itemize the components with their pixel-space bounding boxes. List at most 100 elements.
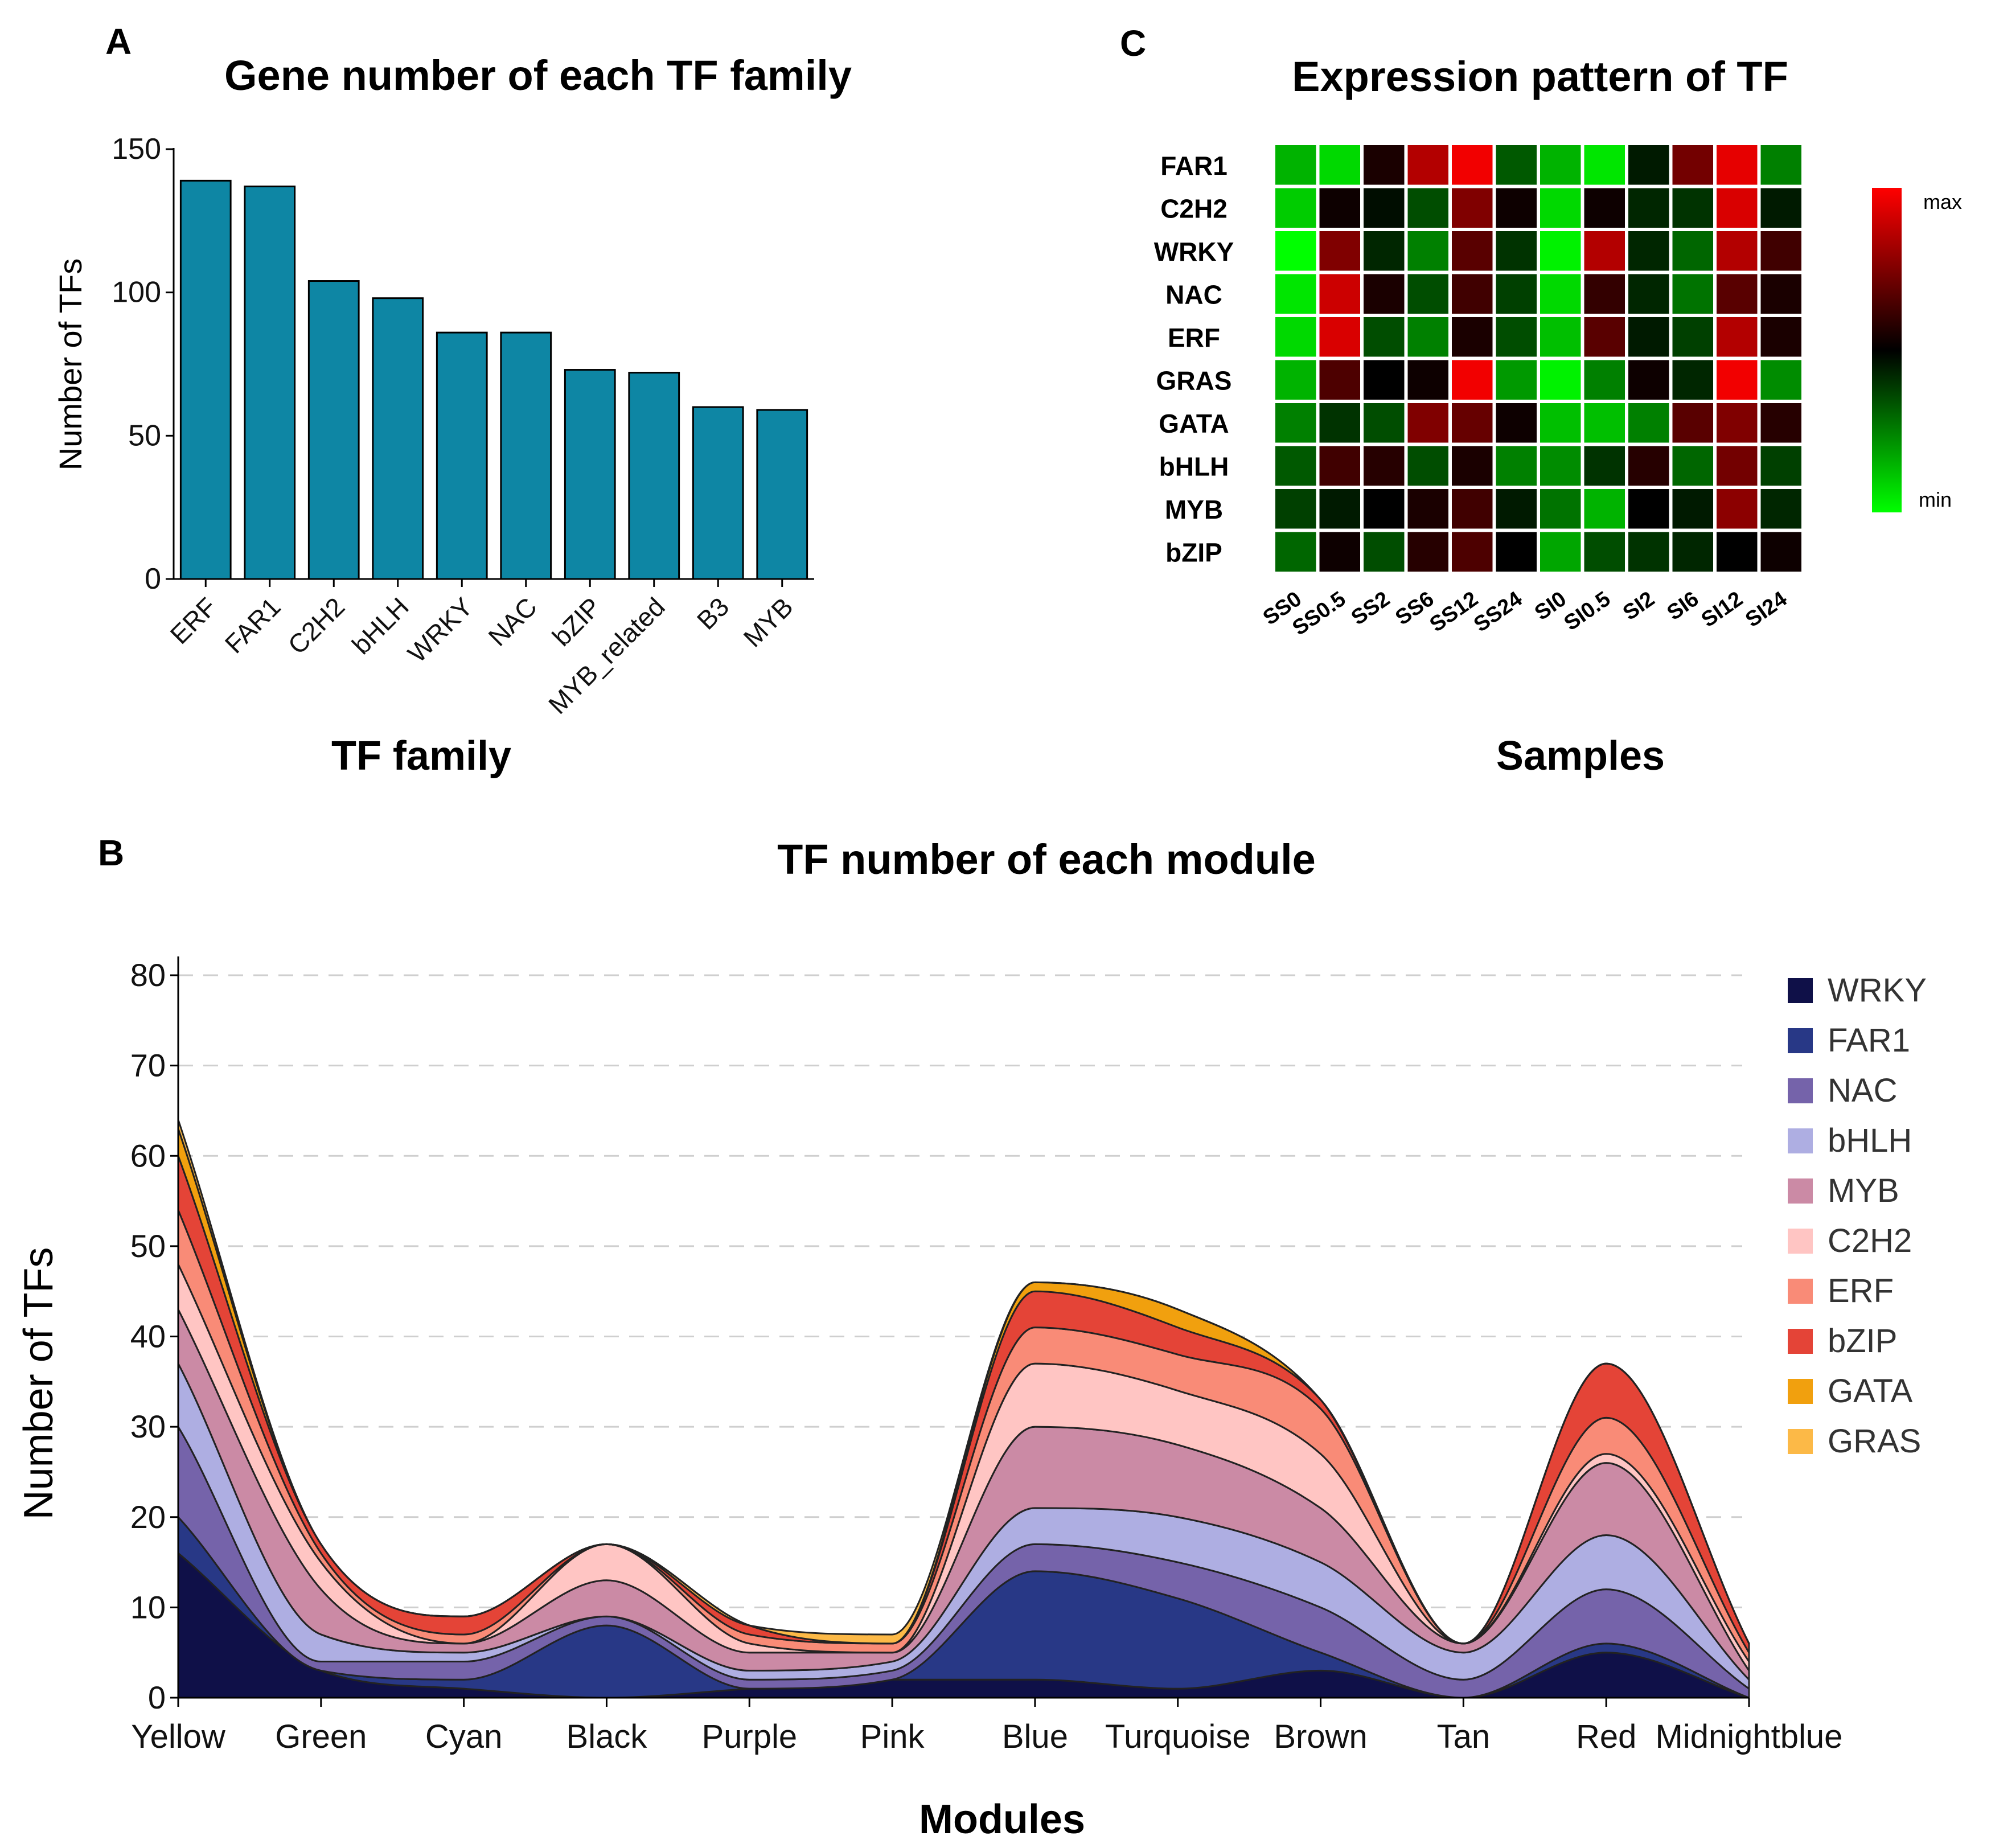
panel-a-letter: A [105, 21, 132, 62]
heatmap-row-label: bZIP [1165, 537, 1222, 567]
heatmap-cell-FAR1-SI0 [1540, 145, 1581, 185]
heatmap-cell-bHLH-SI0 [1540, 446, 1581, 486]
area-chart-legend: WRKY FAR1 NAC bHLH MYB C2H2 ERF bZIP GATA GRAS [1788, 972, 1927, 1460]
legend-swatch-C2H2 [1788, 1229, 1813, 1254]
heatmap-cell-GATA-SS0.5 [1319, 403, 1360, 443]
heatmap-cell-C2H2-SI24 [1760, 188, 1801, 228]
panel-a-bar-chart: A Gene number of each TF family 0 50 100 15… [52, 21, 852, 779]
bar-B3 [692, 406, 744, 580]
panel-b-letter: B [98, 832, 124, 873]
heatmap-cell-bHLH-SS2 [1364, 446, 1405, 486]
heatmap-row-label: NAC [1165, 280, 1222, 309]
heatmap-cell-ERF-SS12 [1452, 317, 1493, 357]
heatmap-cell-GATA-SS2 [1364, 403, 1405, 443]
heatmap-cell-GRAS-SS24 [1496, 360, 1537, 400]
legend-label-GRAS: GRAS [1828, 1423, 1921, 1460]
bar-C2H2 [307, 280, 360, 580]
area-chart-x-tick-label: Tan [1437, 1718, 1491, 1755]
heatmap-row-label: bHLH [1159, 451, 1229, 481]
heatmap-cell-GATA-SS0 [1275, 403, 1316, 443]
area-chart-y-tick-label: 10 [130, 1589, 166, 1625]
heatmap-cell-ERF-SI6 [1672, 317, 1713, 357]
heatmap-cell-bHLH-SI0.5 [1584, 446, 1625, 486]
heatmap-xlabel: Samples [1496, 733, 1665, 779]
heatmap-row-label: GATA [1159, 409, 1229, 438]
heatmap-cell-MYB-SS6 [1407, 489, 1448, 529]
bar-FAR1 [244, 185, 296, 580]
heatmap-cell-NAC-SS0.5 [1319, 274, 1360, 314]
heatmap-cell-bZIP-SI12 [1717, 532, 1758, 572]
heatmap-cell-ERF-SS24 [1496, 317, 1537, 357]
heatmap-cell-GATA-SS6 [1407, 403, 1448, 443]
heatmap-cell-MYB-SI2 [1628, 489, 1669, 529]
legend-label-MYB: MYB [1828, 1172, 1899, 1209]
heatmap-cell-bZIP-SI24 [1760, 532, 1801, 572]
heatmap-cell-GATA-SI2 [1628, 403, 1669, 443]
heatmap-cell-FAR1-SS0 [1275, 145, 1316, 185]
heatmap-cell-GRAS-SI2 [1628, 360, 1669, 400]
heatmap-cell-bHLH-SS24 [1496, 446, 1537, 486]
heatmap-cell-MYB-SI0.5 [1584, 489, 1625, 529]
bar-chart-x-tick-label: MYB [738, 592, 799, 652]
heatmap-cell-FAR1-SI12 [1717, 145, 1758, 185]
heatmap-cell-bZIP-SI0.5 [1584, 532, 1625, 572]
heatmap-cell-ERF-SI2 [1628, 317, 1669, 357]
heatmap-column-label: SS12 [1426, 587, 1483, 637]
heatmap-column-label: SI2 [1619, 587, 1659, 625]
bar-MYB [756, 409, 808, 580]
area-chart-xlabel: Modules [919, 1797, 1085, 1842]
panel-c-heatmap: C Expression pattern of TF FAR1 C2H2 WRKY N… [1120, 23, 1962, 779]
heatmap-cell-MYB-SI6 [1672, 489, 1713, 529]
area-chart-x-tick-label: Pink [860, 1718, 925, 1755]
heatmap-cell-GRAS-SI12 [1717, 360, 1758, 400]
heatmap-cell-C2H2-SS12 [1452, 188, 1493, 228]
bar-chart-y-tick-label: 100 [112, 276, 161, 309]
heatmap-row-label: MYB [1165, 495, 1223, 524]
heatmap-cell-GRAS-SI24 [1760, 360, 1801, 400]
area-chart-x-tick-label: Purple [701, 1718, 797, 1755]
bar-bZIP [564, 369, 616, 580]
heatmap-cell-ERF-SS0 [1275, 317, 1316, 357]
heatmap-cell-FAR1-SS6 [1407, 145, 1448, 185]
heatmap-cell-GRAS-SS2 [1364, 360, 1405, 400]
heatmap-cell-bHLH-SS6 [1407, 446, 1448, 486]
heatmap-cell-NAC-SI0 [1540, 274, 1581, 314]
heatmap-cell-NAC-SI2 [1628, 274, 1669, 314]
heatmap-cell-GATA-SI12 [1717, 403, 1758, 443]
heatmap-cell-WRKY-SS2 [1364, 231, 1405, 271]
heatmap-cell-bZIP-SI0 [1540, 532, 1581, 572]
heatmap-background [1272, 142, 1805, 575]
bar-chart-title: Gene number of each TF family [224, 52, 852, 99]
heatmap-cell-WRKY-SI0 [1540, 231, 1581, 271]
heatmap-cell-C2H2-SS2 [1364, 188, 1405, 228]
bar-chart-x-tick-label: C2H2 [282, 592, 350, 660]
heatmap-cell-NAC-SI12 [1717, 274, 1758, 314]
heatmap-cell-WRKY-SS12 [1452, 231, 1493, 271]
heatmap-cell-NAC-SS6 [1407, 274, 1448, 314]
heatmap-cell-bZIP-SI2 [1628, 532, 1669, 572]
bar-WRKY [436, 331, 488, 580]
heatmap-cell-FAR1-SI24 [1760, 145, 1801, 185]
heatmap-cell-WRKY-SI0.5 [1584, 231, 1625, 271]
bar-chart-y-tick-label: 50 [128, 419, 161, 452]
heatmap-cell-C2H2-SS0.5 [1319, 188, 1360, 228]
heatmap-row-label: C2H2 [1160, 194, 1228, 223]
heatmap-cell-ERF-SS6 [1407, 317, 1448, 357]
heatmap-cell-bHLH-SS0.5 [1319, 446, 1360, 486]
heatmap-cell-bHLH-SI6 [1672, 446, 1713, 486]
legend-label-ERF: ERF [1828, 1272, 1894, 1309]
heatmap-cell-NAC-SS24 [1496, 274, 1537, 314]
bar-chart-ylabel: Number of TFs [52, 258, 88, 470]
area-chart-y-tick-label: 70 [130, 1048, 166, 1083]
colorbar-min-label: min [1919, 488, 1952, 511]
area-chart-x-tick-label: Midnightblue [1656, 1718, 1843, 1755]
colorbar [1872, 188, 1902, 512]
bar-ERF [179, 179, 232, 580]
heatmap-cell-bHLH-SS12 [1452, 446, 1493, 486]
heatmap-cell-GATA-SI0.5 [1584, 403, 1625, 443]
legend-swatch-GATA [1788, 1379, 1813, 1404]
heatmap-row-label: WRKY [1154, 237, 1234, 266]
area-chart-x-tick-label: Blue [1002, 1718, 1068, 1755]
heatmap-cell-GRAS-SI0.5 [1584, 360, 1625, 400]
heatmap-cell-C2H2-SS6 [1407, 188, 1448, 228]
